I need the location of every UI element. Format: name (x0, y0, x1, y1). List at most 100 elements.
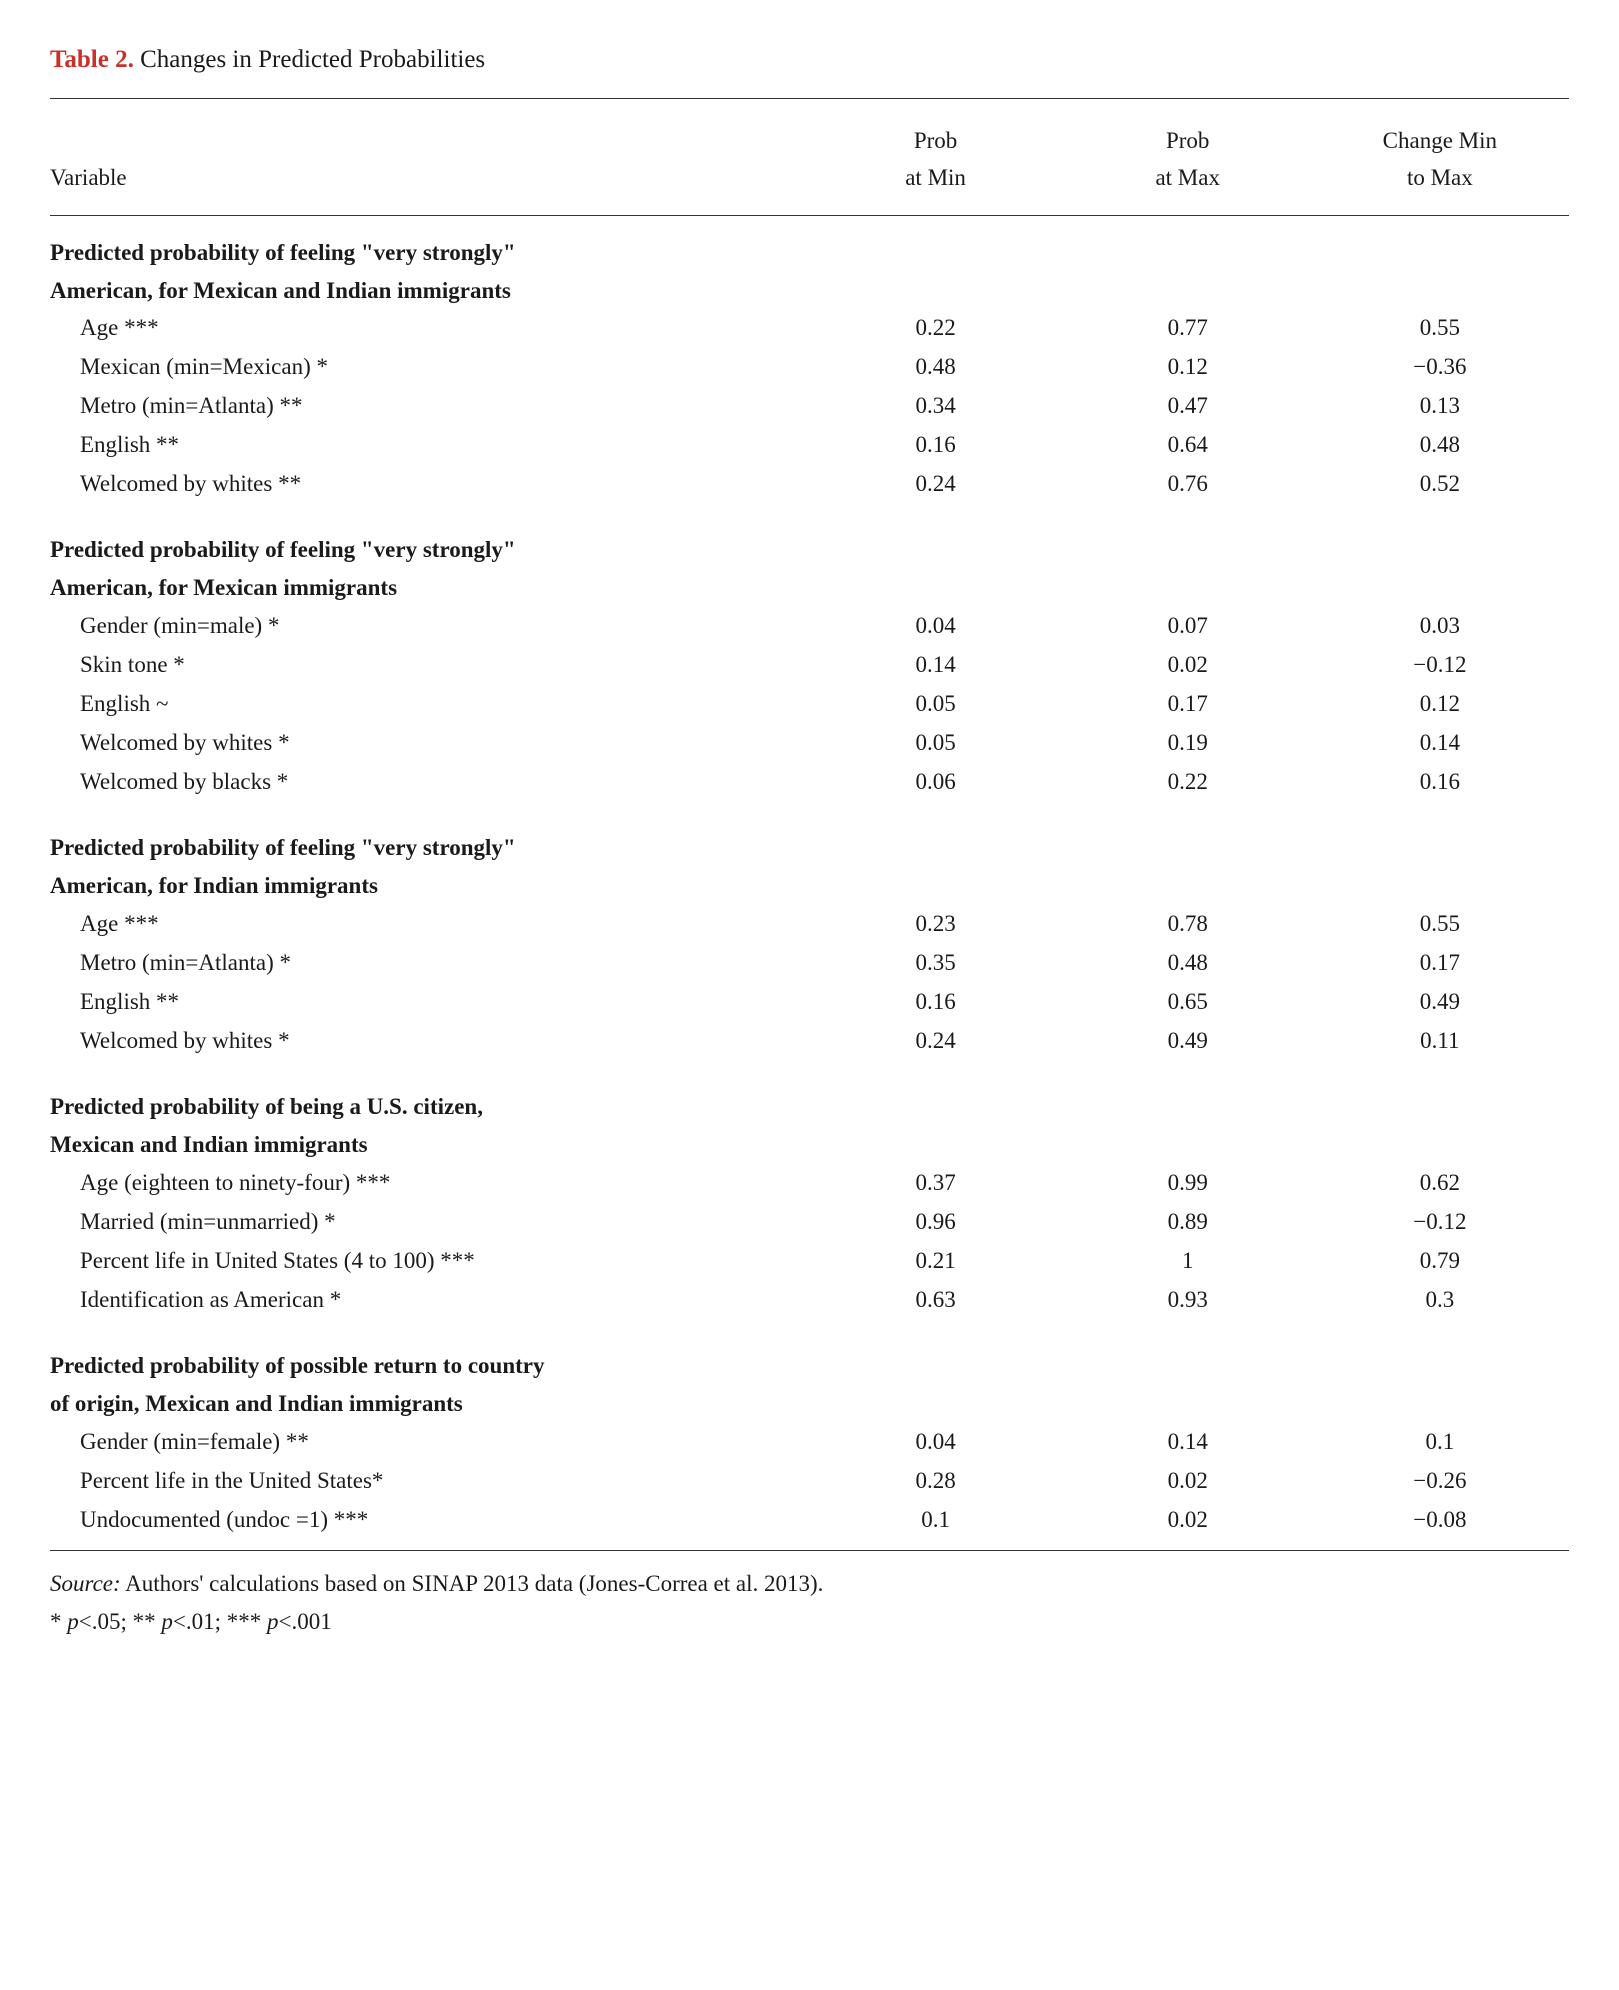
section-heading: Predicted probability of feeling "very s… (50, 513, 1569, 607)
col-head-prob-max: Probat Max (1062, 123, 1314, 197)
cell-max: 0.19 (1062, 725, 1314, 762)
cell-min: 0.1 (810, 1502, 1062, 1539)
cell-chg: −0.26 (1314, 1463, 1566, 1500)
column-header-row: Variable Probat Min Probat Max Change Mi… (50, 99, 1569, 215)
col-head-change: Change Minto Max (1314, 123, 1566, 197)
cell-max: 0.07 (1062, 608, 1314, 645)
cell-chg: −0.36 (1314, 349, 1566, 386)
cell-min: 0.05 (810, 725, 1062, 762)
cell-chg: 0.52 (1314, 466, 1566, 503)
cell-max: 0.02 (1062, 1502, 1314, 1539)
section-heading: Predicted probability of feeling "very s… (50, 216, 1569, 310)
cell-variable: Welcomed by whites * (50, 725, 810, 762)
cell-chg: 0.11 (1314, 1023, 1566, 1060)
source-text: Authors' calculations based on SINAP 201… (121, 1571, 824, 1596)
cell-chg: −0.12 (1314, 647, 1566, 684)
cell-min: 0.22 (810, 310, 1062, 347)
cell-variable: Undocumented (undoc =1) *** (50, 1502, 810, 1539)
table-container: Table 2. Changes in Predicted Probabilit… (50, 40, 1569, 1641)
cell-max: 0.48 (1062, 945, 1314, 982)
cell-min: 0.35 (810, 945, 1062, 982)
table-caption: Changes in Predicted Probabilities (134, 46, 485, 73)
table-row: Welcomed by whites **0.240.760.52 (50, 465, 1569, 504)
col-head-prob-min: Probat Min (810, 123, 1062, 197)
cell-min: 0.16 (810, 427, 1062, 464)
cell-min: 0.23 (810, 906, 1062, 943)
cell-max: 0.89 (1062, 1204, 1314, 1241)
table-section: Predicted probability of being a U.S. ci… (50, 1070, 1569, 1319)
cell-min: 0.34 (810, 388, 1062, 425)
significance-line: * p<.05; ** p<.01; *** p<.001 (50, 1603, 1569, 1641)
cell-chg: 0.55 (1314, 906, 1566, 943)
cell-variable: Identification as American * (50, 1282, 810, 1319)
cell-variable: Mexican (min=Mexican) * (50, 349, 810, 386)
cell-max: 0.93 (1062, 1282, 1314, 1319)
cell-min: 0.21 (810, 1243, 1062, 1280)
cell-chg: 0.49 (1314, 984, 1566, 1021)
cell-max: 0.64 (1062, 427, 1314, 464)
cell-chg: 0.48 (1314, 427, 1566, 464)
table-row: Gender (min=female) **0.040.140.1 (50, 1423, 1569, 1462)
section-heading: Predicted probability of being a U.S. ci… (50, 1070, 1569, 1164)
cell-variable: Welcomed by blacks * (50, 764, 810, 801)
cell-min: 0.05 (810, 686, 1062, 723)
table-row: Metro (min=Atlanta) **0.340.470.13 (50, 387, 1569, 426)
table-row: Age ***0.230.780.55 (50, 905, 1569, 944)
cell-max: 0.02 (1062, 647, 1314, 684)
cell-variable: Welcomed by whites * (50, 1023, 810, 1060)
table-label: Table 2. (50, 46, 134, 73)
table-row: Percent life in United States (4 to 100)… (50, 1242, 1569, 1281)
cell-min: 0.04 (810, 1424, 1062, 1461)
cell-chg: 0.3 (1314, 1282, 1566, 1319)
cell-chg: 0.03 (1314, 608, 1566, 645)
table-section: Predicted probability of feeling "very s… (50, 811, 1569, 1060)
cell-variable: Welcomed by whites ** (50, 466, 810, 503)
cell-variable: English ** (50, 427, 810, 464)
cell-variable: Metro (min=Atlanta) * (50, 945, 810, 982)
table-row: Percent life in the United States*0.280.… (50, 1462, 1569, 1501)
table-row: Identification as American *0.630.930.3 (50, 1281, 1569, 1320)
table-row: Age ***0.220.770.55 (50, 309, 1569, 348)
cell-variable: Metro (min=Atlanta) ** (50, 388, 810, 425)
table-row: Welcomed by whites *0.240.490.11 (50, 1022, 1569, 1061)
cell-variable: Age *** (50, 310, 810, 347)
cell-variable: Skin tone * (50, 647, 810, 684)
cell-chg: 0.62 (1314, 1165, 1566, 1202)
cell-chg: 0.14 (1314, 725, 1566, 762)
cell-min: 0.24 (810, 466, 1062, 503)
table-row: English **0.160.640.48 (50, 426, 1569, 465)
cell-min: 0.24 (810, 1023, 1062, 1060)
cell-chg: 0.16 (1314, 764, 1566, 801)
table-section: Predicted probability of feeling "very s… (50, 216, 1569, 504)
table-row: Undocumented (undoc =1) ***0.10.02−0.08 (50, 1501, 1569, 1540)
cell-min: 0.96 (810, 1204, 1062, 1241)
table-row: Welcomed by blacks *0.060.220.16 (50, 763, 1569, 802)
table-title: Table 2. Changes in Predicted Probabilit… (50, 40, 1569, 80)
cell-max: 0.77 (1062, 310, 1314, 347)
cell-chg: −0.08 (1314, 1502, 1566, 1539)
cell-max: 0.78 (1062, 906, 1314, 943)
cell-chg: 0.1 (1314, 1424, 1566, 1461)
cell-chg: 0.17 (1314, 945, 1566, 982)
cell-min: 0.37 (810, 1165, 1062, 1202)
cell-chg: 0.13 (1314, 388, 1566, 425)
cell-min: 0.63 (810, 1282, 1062, 1319)
cell-max: 0.14 (1062, 1424, 1314, 1461)
col-head-variable: Variable (50, 160, 810, 197)
source-line: Source: Authors' calculations based on S… (50, 1565, 1569, 1603)
cell-variable: English ~ (50, 686, 810, 723)
cell-variable: Gender (min=male) * (50, 608, 810, 645)
cell-max: 1 (1062, 1243, 1314, 1280)
cell-variable: Married (min=unmarried) * (50, 1204, 810, 1241)
table-body: Predicted probability of feeling "very s… (50, 216, 1569, 1540)
cell-variable: Age (eighteen to ninety-four) *** (50, 1165, 810, 1202)
cell-min: 0.06 (810, 764, 1062, 801)
table-row: English **0.160.650.49 (50, 983, 1569, 1022)
cell-variable: Age *** (50, 906, 810, 943)
cell-chg: −0.12 (1314, 1204, 1566, 1241)
cell-variable: Percent life in the United States* (50, 1463, 810, 1500)
cell-chg: 0.12 (1314, 686, 1566, 723)
cell-chg: 0.55 (1314, 310, 1566, 347)
cell-max: 0.65 (1062, 984, 1314, 1021)
cell-max: 0.49 (1062, 1023, 1314, 1060)
